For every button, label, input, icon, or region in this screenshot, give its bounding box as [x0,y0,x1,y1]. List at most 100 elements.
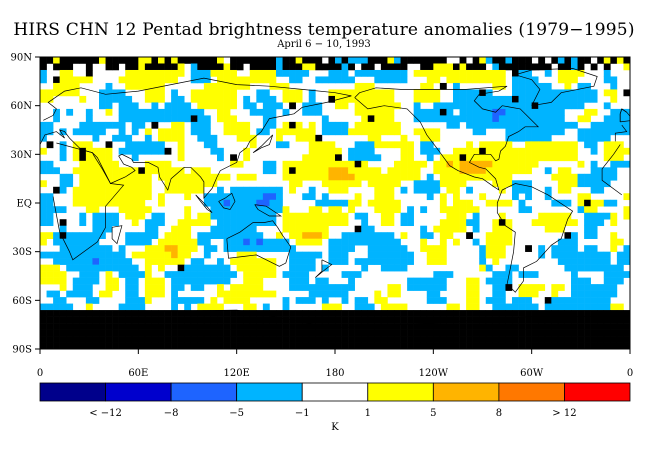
anomaly-cell [577,329,585,337]
anomaly-cell [328,167,336,175]
anomaly-cell [380,310,388,317]
anomaly-cell [597,297,605,304]
colorbar-label: 1 [365,408,371,419]
x-tick-label: 0 [627,368,633,379]
anomaly-cell [505,147,513,155]
anomaly-cell [184,57,192,64]
anomaly-cell [315,134,323,142]
anomaly-cell [144,342,152,349]
anomaly-cell [321,63,329,71]
anomaly-cell [387,251,395,259]
anomaly-cell [610,147,618,155]
anomaly-cell [243,238,251,246]
anomaly-cell [177,284,185,291]
anomaly-cell [72,89,80,97]
anomaly-cell [453,323,460,330]
coastline [218,192,236,210]
anomaly-cell [426,323,434,330]
anomaly-cell [197,342,205,349]
anomaly-cell [53,89,60,97]
anomaly-cell [210,193,218,201]
anomaly-cell [158,342,165,349]
anomaly-cell [498,167,506,175]
anomaly-cell [544,329,552,337]
anomaly-cell [85,57,93,64]
anomaly-cell [590,160,598,168]
anomaly-cell [315,108,323,116]
anomaly-cell [66,342,74,349]
anomaly-cell [59,180,67,188]
anomaly-cell [459,310,467,317]
anomaly-cell [302,160,310,168]
anomaly-cell [394,290,401,298]
anomaly-cell [374,342,382,349]
anomaly-cell [138,63,146,71]
anomaly-cell [92,134,100,142]
anomaly-cell [466,303,473,311]
anomaly-cell [335,258,342,265]
anomaly-cell [564,238,572,246]
anomaly-cell [190,245,198,252]
anomaly-cell [492,310,500,317]
anomaly-cell [439,238,447,246]
anomaly-cell [269,69,277,77]
anomaly-cell [498,173,506,181]
anomaly-cell [151,336,159,343]
anomaly-cell [321,303,329,311]
anomaly-cell [236,212,244,220]
anomaly-cell [158,277,165,285]
anomaly-cell [85,271,93,278]
anomaly-cell [525,193,532,201]
anomaly-cell [446,69,454,77]
anomaly-cell [426,76,434,84]
anomaly-cell [210,57,218,64]
anomaly-cell [610,115,618,123]
anomaly-cell [577,134,585,142]
anomaly-cell [53,206,60,214]
colorbar-swatch [105,382,172,402]
anomaly-cell [459,57,467,64]
anomaly-cell [249,271,257,278]
anomaly-cell [590,89,598,97]
anomaly-cell [223,264,231,272]
anomaly-cell [92,57,100,64]
anomaly-cell [518,303,526,311]
anomaly-cell [321,316,329,324]
anomaly-cell [407,219,414,227]
anomaly-cell [557,128,565,136]
anomaly-cell [236,219,244,227]
anomaly-cell [492,141,500,149]
anomaly-cell [144,95,152,103]
anomaly-cell [544,69,552,77]
anomaly-cell [367,316,375,324]
anomaly-cell [236,82,244,90]
anomaly-cell [171,238,178,246]
anomaly-cell [603,271,611,278]
anomaly-cell [197,310,205,317]
anomaly-cell [564,63,572,71]
anomaly-cell [85,238,93,246]
anomaly-cell [236,160,244,168]
anomaly-cell [380,329,388,337]
anomaly-cell [400,342,408,349]
anomaly-cell [328,69,336,77]
anomaly-cell [138,76,146,84]
anomaly-cell [308,173,316,181]
anomaly-cell [512,336,519,343]
anomaly-cell [164,342,172,349]
anomaly-cell [616,342,624,349]
anomaly-cell [217,277,224,285]
anomaly-cell [512,89,519,97]
anomaly-cell [512,310,519,317]
anomaly-cell [387,303,395,311]
anomaly-cell [53,63,60,71]
anomaly-cell [236,258,244,265]
anomaly-cell [446,115,454,123]
anomaly-cell [99,102,106,110]
anomaly-cell [466,284,473,291]
anomaly-cell [577,277,585,285]
anomaly-cell [518,167,526,175]
anomaly-cell [125,193,133,201]
anomaly-cell [400,232,408,239]
anomaly-cell [282,323,290,330]
